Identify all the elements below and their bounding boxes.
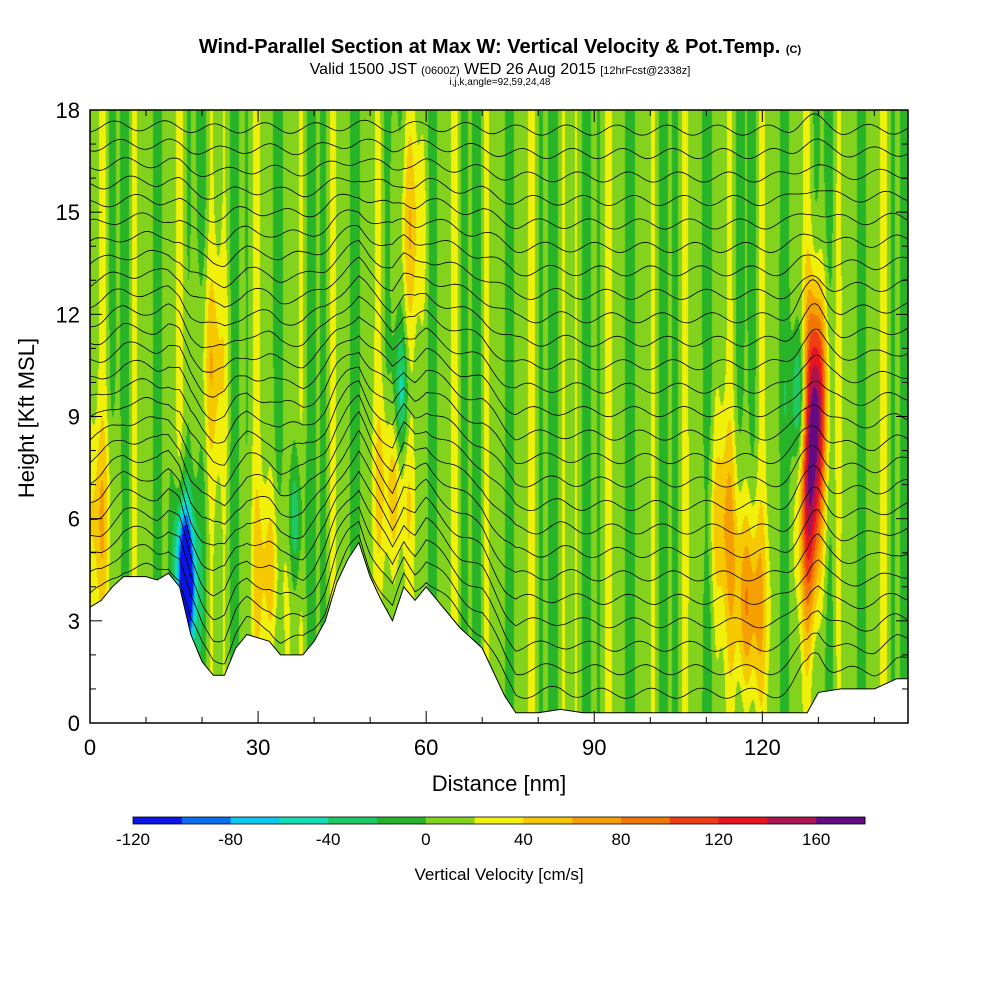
y-axis: 0 3 6 9 12 15 18	[56, 98, 908, 736]
x-tick-label: 60	[414, 735, 438, 760]
subtitle-date: WED 26 Aug 2015	[464, 61, 596, 78]
colorbar-tick-label: -120	[116, 830, 150, 849]
colorbar-tick-label: -40	[316, 830, 341, 849]
theta-contour	[90, 138, 908, 160]
colorbar-swatch	[230, 817, 280, 824]
chart-subtitle: Valid 1500 JST (0600Z) WED 26 Aug 2015 […	[0, 61, 1000, 79]
theta-contour	[90, 394, 908, 512]
chart-title: Wind-Parallel Section at Max W: Vertical…	[0, 36, 1000, 59]
theta-contour	[90, 225, 908, 277]
theta-contour	[90, 316, 908, 394]
theta-contour	[90, 534, 908, 699]
y-tick-label: 3	[68, 609, 80, 634]
theta-contour	[90, 209, 908, 253]
colorbar-swatch	[425, 817, 476, 824]
vertical-velocity-field	[90, 110, 908, 723]
x-tick-label: 90	[582, 735, 606, 760]
x-axis-label: Distance [nm]	[432, 771, 567, 796]
x-axis: 0 30 60 90 120	[84, 110, 875, 760]
colorbar-swatch	[133, 817, 183, 824]
title-main: Wind-Parallel Section at Max W: Vertical…	[198, 36, 781, 58]
subtitle-utc: (0600Z)	[421, 65, 460, 77]
colorbar-swatch	[572, 817, 622, 824]
colorbar-swatch	[181, 817, 232, 824]
y-tick-label: 12	[56, 302, 80, 327]
colorbar-swatch	[816, 817, 866, 824]
theta-contour	[90, 157, 908, 183]
theta-contour	[90, 275, 908, 347]
theta-contours	[90, 113, 908, 699]
colorbar-swatch	[669, 817, 720, 824]
theta-contour	[90, 295, 908, 371]
y-tick-label: 18	[56, 98, 80, 123]
colorbar-tick-label: -80	[218, 830, 243, 849]
theta-contour	[90, 240, 908, 300]
colorbar-swatch	[474, 817, 524, 824]
colorbar-tick-label: 120	[704, 830, 732, 849]
x-tick-label: 30	[246, 735, 270, 760]
x-tick-label: 120	[744, 735, 781, 760]
theta-contour	[90, 113, 908, 136]
colorbar-label: Vertical Velocity [cm/s]	[414, 865, 583, 884]
theta-contour	[90, 450, 908, 582]
colorbar-tick-label: 0	[421, 830, 430, 849]
subtitle-forecast: [12hrFcst@2338z]	[600, 65, 691, 77]
colorbar-swatch	[328, 817, 378, 824]
theta-contour	[90, 256, 908, 324]
theta-contour	[90, 520, 908, 676]
colorbar-swatch	[718, 817, 768, 824]
y-axis-label: Height [Kft MSL]	[14, 338, 39, 498]
chart-indices: i,j,k,angle=92,59,24,48	[449, 77, 551, 88]
colorbar-swatch	[767, 817, 817, 824]
colorbar-swatch	[377, 817, 427, 824]
colorbar-tick-label: 80	[612, 830, 631, 849]
theta-contour	[90, 366, 908, 465]
y-tick-label: 6	[68, 507, 80, 532]
theta-contour	[90, 470, 908, 605]
y-tick-label: 0	[68, 711, 80, 736]
terrain	[90, 541, 908, 723]
colorbar-tick-label: 160	[802, 830, 830, 849]
theta-contour	[90, 193, 908, 230]
colorbar-tick-label: 40	[514, 830, 533, 849]
colorbar-swatch	[621, 817, 671, 824]
y-tick-label: 9	[68, 405, 80, 430]
colorbar-swatch	[279, 817, 329, 824]
theta-contour	[90, 429, 908, 558]
colorbar-frame	[132, 816, 866, 825]
theta-contour	[90, 410, 908, 535]
title-copyright: (C)	[785, 44, 802, 56]
y-tick-label: 15	[56, 200, 80, 225]
theta-contour	[90, 335, 908, 418]
theta-contour	[90, 175, 908, 207]
colorbar-swatch	[523, 817, 573, 824]
theta-contour	[90, 351, 908, 441]
colorbar: -120 -80 -40 0 40 80 120 160	[116, 816, 866, 849]
x-tick-label: 0	[84, 735, 96, 760]
theta-contour	[90, 506, 908, 652]
theta-contour	[90, 489, 908, 629]
subtitle-valid: Valid 1500 JST	[309, 61, 417, 78]
theta-contour	[90, 380, 908, 488]
